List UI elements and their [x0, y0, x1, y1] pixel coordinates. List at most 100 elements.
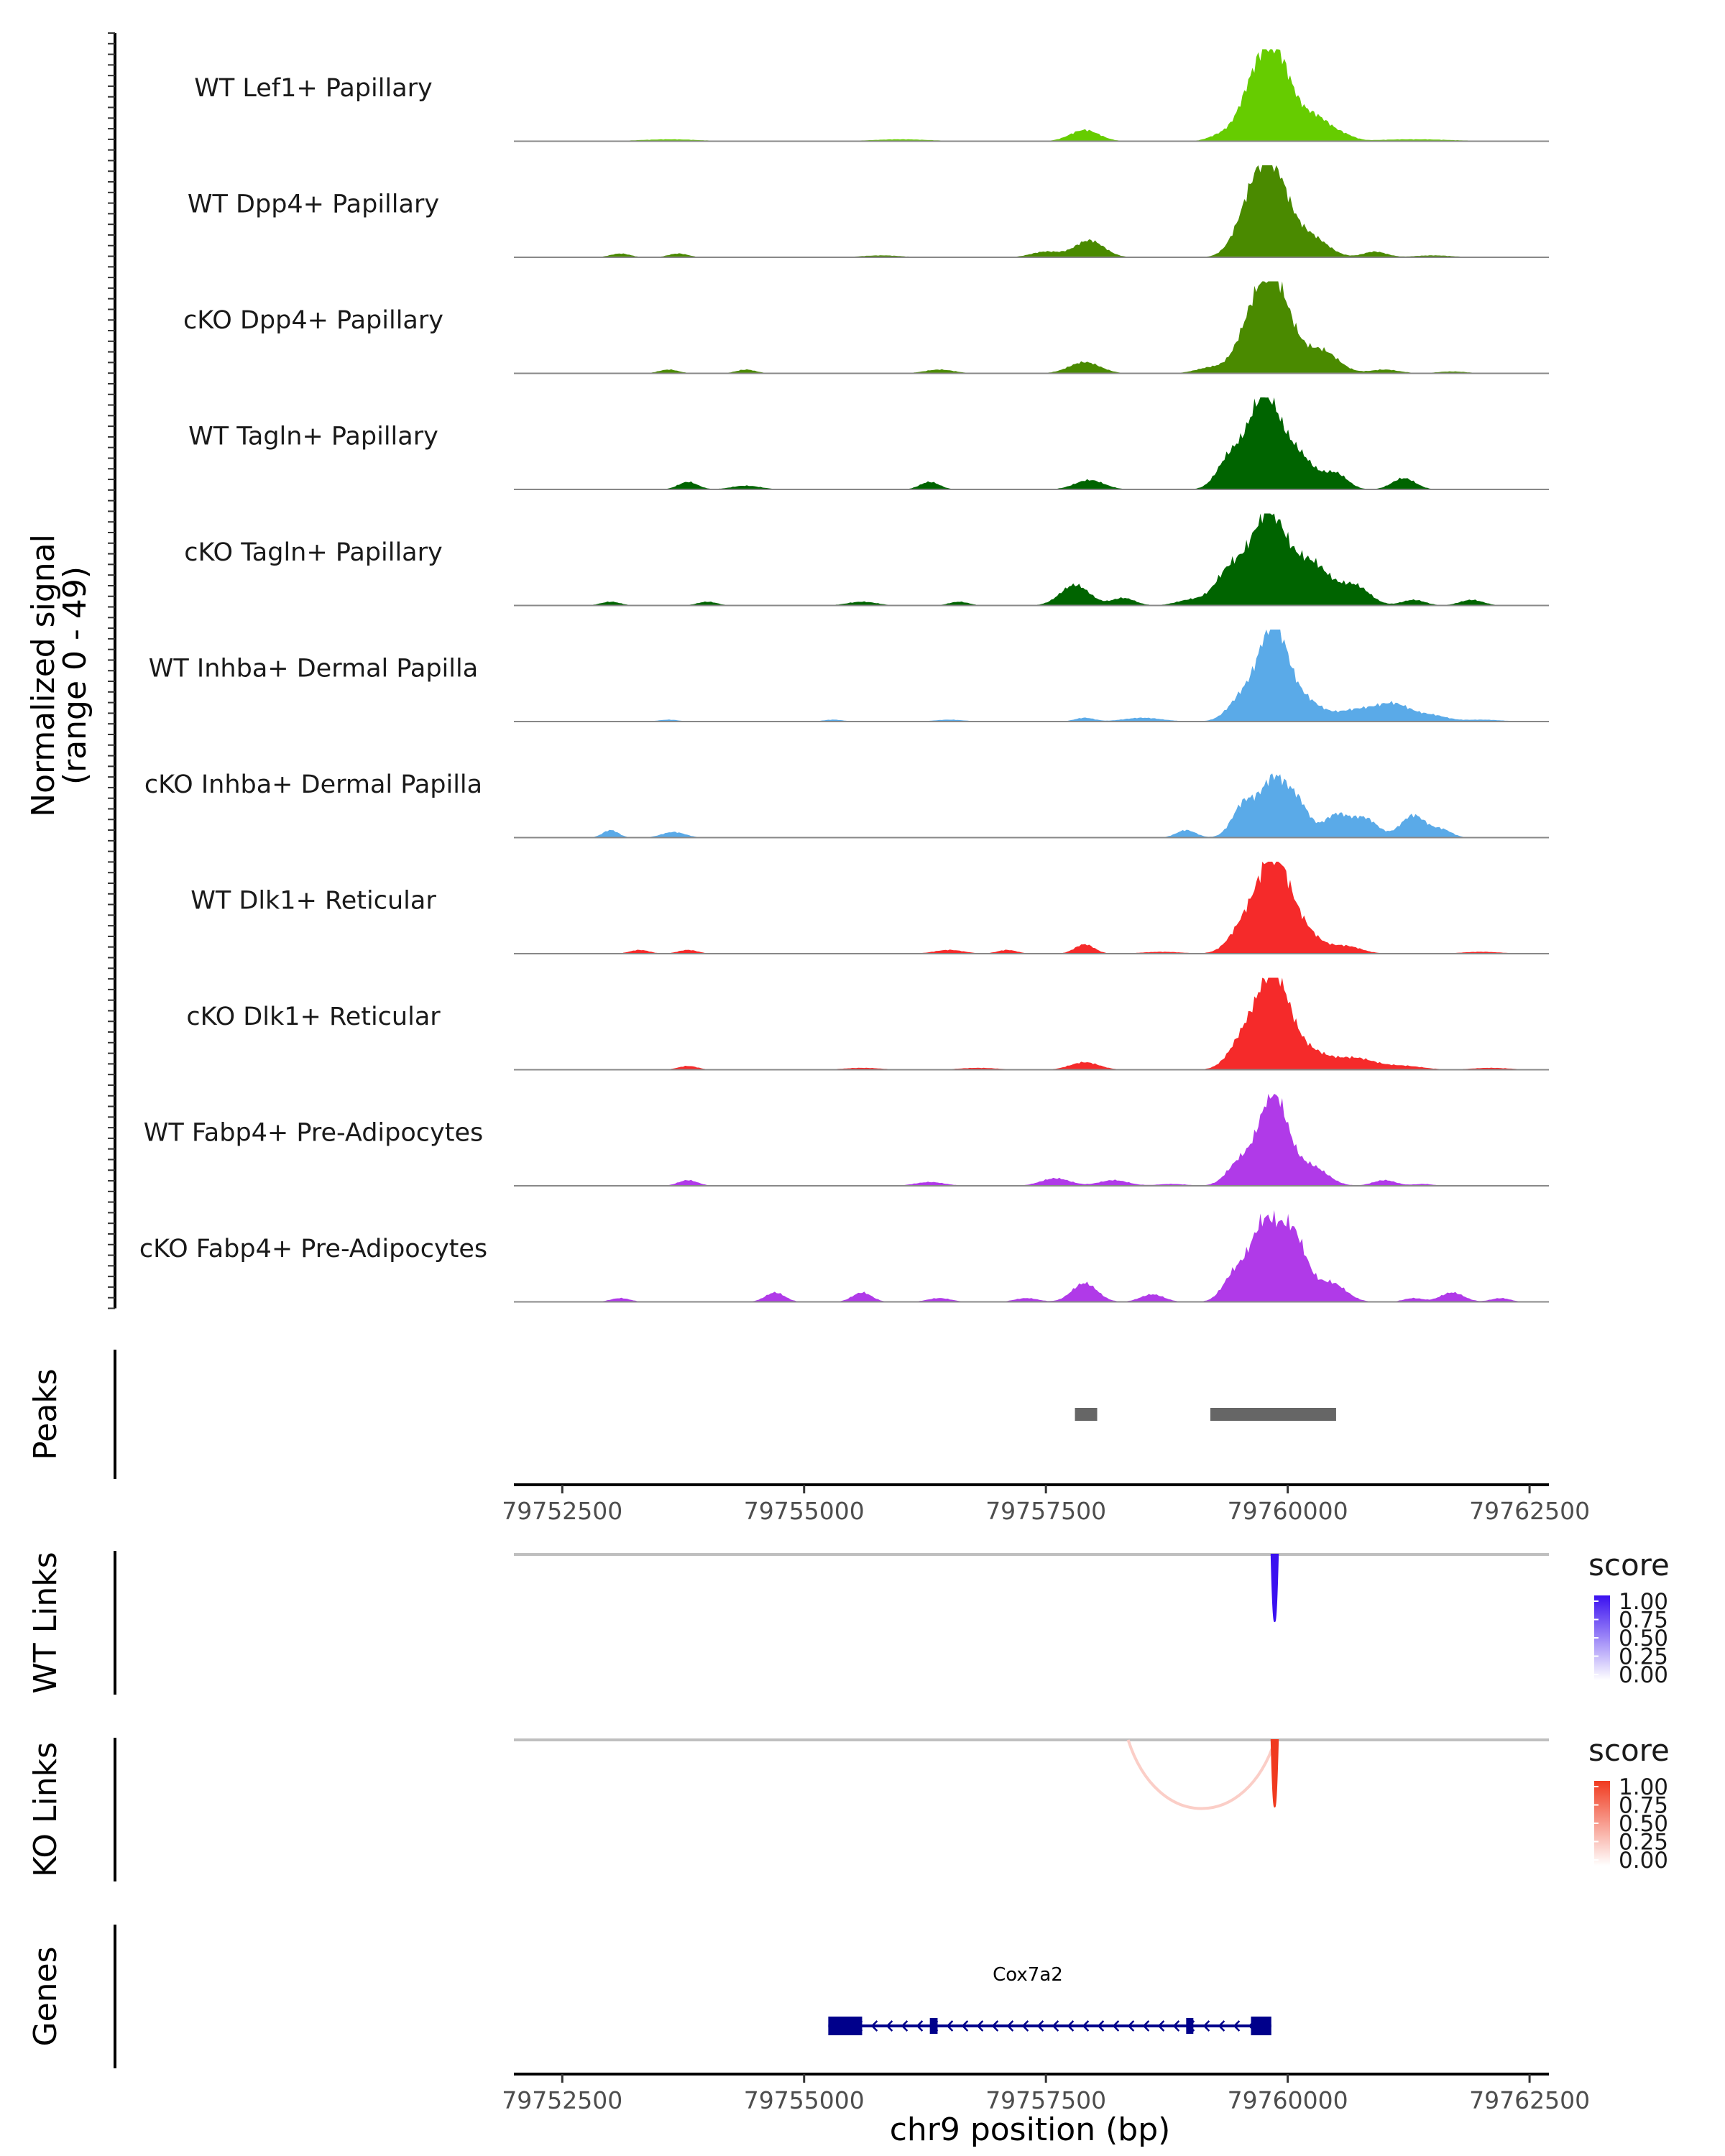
x-axis-tick-label: 79752500 [502, 2086, 622, 2114]
ko-links-track [514, 1738, 1549, 1810]
link-arc [1126, 1739, 1277, 1810]
coverage-track: WT Tagln+ Papillary [188, 397, 1549, 490]
strand-arrow [1082, 2020, 1090, 2032]
strand-arrow [1233, 2020, 1241, 2032]
x-axis-tick-label: 79762500 [1469, 2086, 1590, 2114]
x-axis-tick-label: 79757500 [985, 2086, 1106, 2114]
genes-label: Genes [27, 1946, 64, 2046]
link-arc [1270, 1554, 1279, 1623]
strand-arrow [901, 2020, 908, 2032]
legend-tick-label: 1.00 [1619, 1774, 1668, 1800]
coverage-track: WT Dlk1+ Reticular [190, 862, 1549, 954]
strand-arrow [870, 2020, 878, 2032]
track-label: cKO Fabp4+ Pre-Adipocytes [139, 1235, 487, 1263]
legend-tick-label: 0.00 [1619, 1662, 1668, 1688]
coverage-area [514, 773, 1549, 838]
strand-arrow [1202, 2020, 1210, 2032]
track-label: WT Dpp4+ Papillary [188, 190, 439, 219]
wt-links-label: WT Links [27, 1552, 64, 1693]
strand-arrow [1021, 2020, 1029, 2032]
wt-links-track [514, 1553, 1549, 1623]
legend-tick-label: 0.25 [1619, 1830, 1668, 1856]
legend-tick-label: 0.00 [1619, 1848, 1668, 1874]
strand-arrow [976, 2020, 984, 2032]
gene-exon [1251, 2017, 1271, 2035]
x-axis-tick-label: 79755000 [744, 1497, 865, 1525]
legend-tick-label: 0.75 [1619, 1608, 1668, 1634]
ko-links-label: KO Links [27, 1742, 64, 1877]
track-label: WT Fabp4+ Pre-Adipocytes [144, 1119, 483, 1148]
strand-arrow [1097, 2020, 1105, 2032]
strand-arrow [916, 2020, 924, 2032]
strand-arrow [1142, 2020, 1150, 2032]
gene-exon [828, 2017, 862, 2035]
legend-colorbar [1594, 1595, 1610, 1680]
peak-region [1210, 1408, 1336, 1421]
coverage-ylabel-line1: Normalized signal [25, 534, 62, 817]
strand-arrow [886, 2020, 893, 2032]
x-axis-tick-label: 79757500 [985, 1497, 1106, 1525]
legend-title: score [1588, 1733, 1670, 1768]
coverage-area [514, 513, 1549, 606]
track-label: cKO Tagln+ Papillary [184, 538, 443, 567]
x-axis-top: 79752500 79755000 79757500 79760000 79762500 [502, 1483, 1590, 1525]
coverage-area [514, 49, 1549, 142]
coverage-track: cKO Tagln+ Papillary [184, 513, 1549, 607]
strand-arrow [946, 2020, 954, 2032]
x-axis-tick-label: 79760000 [1228, 2086, 1348, 2114]
strand-arrow [1218, 2020, 1225, 2032]
track-label: WT Tagln+ Papillary [188, 423, 438, 451]
strand-arrow [961, 2020, 969, 2032]
strand-arrow [1052, 2020, 1059, 2032]
peaks-label: Peaks [27, 1368, 64, 1460]
coverage-y-axis [108, 32, 116, 1309]
strand-arrow [1036, 2020, 1044, 2032]
x-axis-tick-label: 79762500 [1469, 1497, 1590, 1525]
x-axis-tick-label: 79760000 [1228, 1497, 1348, 1525]
peak-region [1075, 1408, 1098, 1421]
genes-track: Cox7a2 [828, 1964, 1271, 2035]
track-label: WT Dlk1+ Reticular [190, 887, 436, 916]
legend-tick-label: 0.75 [1619, 1793, 1668, 1819]
legend-tick-label: 0.25 [1619, 1644, 1668, 1670]
x-axis-tick-label: 79755000 [744, 2086, 865, 2114]
coverage-area [514, 165, 1549, 257]
coverage-area [514, 630, 1549, 722]
track-label: cKO Dlk1+ Reticular [186, 1003, 441, 1031]
strand-arrow [991, 2020, 999, 2032]
coverage-track: WT Inhba+ Dermal Papilla [149, 630, 1549, 722]
coverage-ylabel-line2: (range 0 - 49) [57, 566, 93, 785]
x-axis-tick-label: 79752500 [502, 1497, 622, 1525]
peaks-track [1075, 1408, 1336, 1421]
legend-colorbar [1594, 1781, 1610, 1866]
coverage-area [514, 1210, 1549, 1302]
gene-exon [1186, 2018, 1194, 2034]
legend-tick-label: 1.00 [1619, 1589, 1668, 1615]
gene-exon [929, 2018, 938, 2034]
track-label: WT Inhba+ Dermal Papilla [149, 655, 478, 683]
coverage-track: WT Lef1+ Papillary [194, 49, 1549, 142]
coverage-tracks: WT Lef1+ Papillary WT Dpp4+ Papillary cKO … [139, 49, 1549, 1303]
coverage-track: cKO Fabp4+ Pre-Adipocytes [139, 1210, 1549, 1303]
track-label: cKO Dpp4+ Papillary [183, 306, 443, 335]
coverage-track: cKO Inhba+ Dermal Papilla [144, 770, 1549, 839]
legend-title: score [1588, 1547, 1670, 1583]
coverage-track: cKO Dlk1+ Reticular [186, 977, 1549, 1071]
coverage-area [514, 281, 1549, 374]
ko-links-legend: score 1.000.750.500.250.00 [1588, 1733, 1670, 1874]
legend-tick-label: 0.50 [1619, 1626, 1668, 1651]
x-axis-label: chr9 position (bp) [890, 2111, 1171, 2148]
x-axis-bottom: 79752500 79755000 79757500 79760000 79762500 [502, 2073, 1590, 2114]
gene-name: Cox7a2 [993, 1964, 1063, 1986]
strand-arrow [1127, 2020, 1135, 2032]
track-label: WT Lef1+ Papillary [194, 74, 433, 103]
strand-arrow [1112, 2020, 1120, 2032]
coverage-track: WT Fabp4+ Pre-Adipocytes [144, 1094, 1549, 1187]
strand-arrow [1006, 2020, 1014, 2032]
coverage-track: cKO Dpp4+ Papillary [183, 281, 1549, 374]
coverage-track: WT Dpp4+ Papillary [188, 165, 1549, 258]
link-arc [1270, 1739, 1279, 1808]
track-label: cKO Inhba+ Dermal Papilla [144, 770, 482, 799]
legend-tick-label: 0.50 [1619, 1811, 1668, 1837]
